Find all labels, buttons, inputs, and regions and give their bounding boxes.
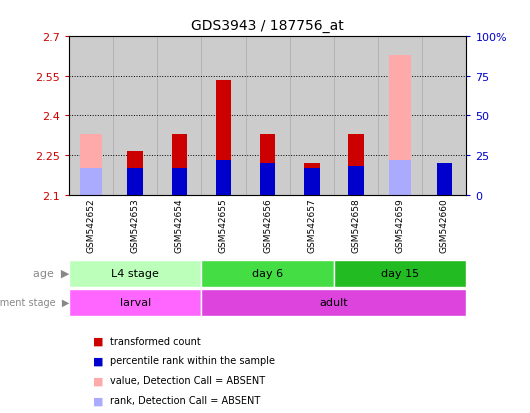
Bar <box>127 152 143 195</box>
Text: larval: larval <box>120 297 151 308</box>
Bar <box>157 37 201 195</box>
Bar <box>290 37 334 195</box>
FancyBboxPatch shape <box>69 289 201 316</box>
Bar <box>348 135 364 195</box>
Text: ■: ■ <box>93 336 103 346</box>
Bar <box>216 160 231 195</box>
Text: development stage  ▶: development stage ▶ <box>0 297 69 308</box>
Text: value, Detection Call = ABSENT: value, Detection Call = ABSENT <box>110 375 265 385</box>
Text: day 15: day 15 <box>381 268 419 279</box>
Bar <box>437 180 452 195</box>
Bar <box>80 135 102 195</box>
Bar <box>172 135 187 195</box>
Bar <box>80 168 102 195</box>
Bar <box>389 160 411 195</box>
FancyBboxPatch shape <box>201 289 466 316</box>
Bar <box>245 37 290 195</box>
Text: L4 stage: L4 stage <box>111 268 159 279</box>
Bar <box>260 135 276 195</box>
Bar <box>201 37 245 195</box>
Bar <box>348 167 364 195</box>
Bar <box>127 168 143 195</box>
Bar <box>422 37 466 195</box>
Text: day 6: day 6 <box>252 268 283 279</box>
FancyBboxPatch shape <box>201 260 334 287</box>
Bar <box>172 168 187 195</box>
Bar <box>304 168 320 195</box>
Text: transformed count: transformed count <box>110 336 200 346</box>
Text: ■: ■ <box>93 375 103 385</box>
FancyBboxPatch shape <box>334 260 466 287</box>
FancyBboxPatch shape <box>69 260 201 287</box>
Bar <box>304 164 320 195</box>
Text: age  ▶: age ▶ <box>32 268 69 279</box>
Text: ■: ■ <box>93 395 103 405</box>
Bar <box>216 81 231 195</box>
Text: percentile rank within the sample: percentile rank within the sample <box>110 356 275 366</box>
Bar <box>69 37 113 195</box>
Bar <box>334 37 378 195</box>
Bar <box>113 37 157 195</box>
Bar <box>260 164 276 195</box>
Bar <box>389 56 411 195</box>
Bar <box>437 164 452 195</box>
Text: adult: adult <box>320 297 348 308</box>
Bar <box>378 37 422 195</box>
Title: GDS3943 / 187756_at: GDS3943 / 187756_at <box>191 19 344 33</box>
Text: ■: ■ <box>93 356 103 366</box>
Text: rank, Detection Call = ABSENT: rank, Detection Call = ABSENT <box>110 395 260 405</box>
